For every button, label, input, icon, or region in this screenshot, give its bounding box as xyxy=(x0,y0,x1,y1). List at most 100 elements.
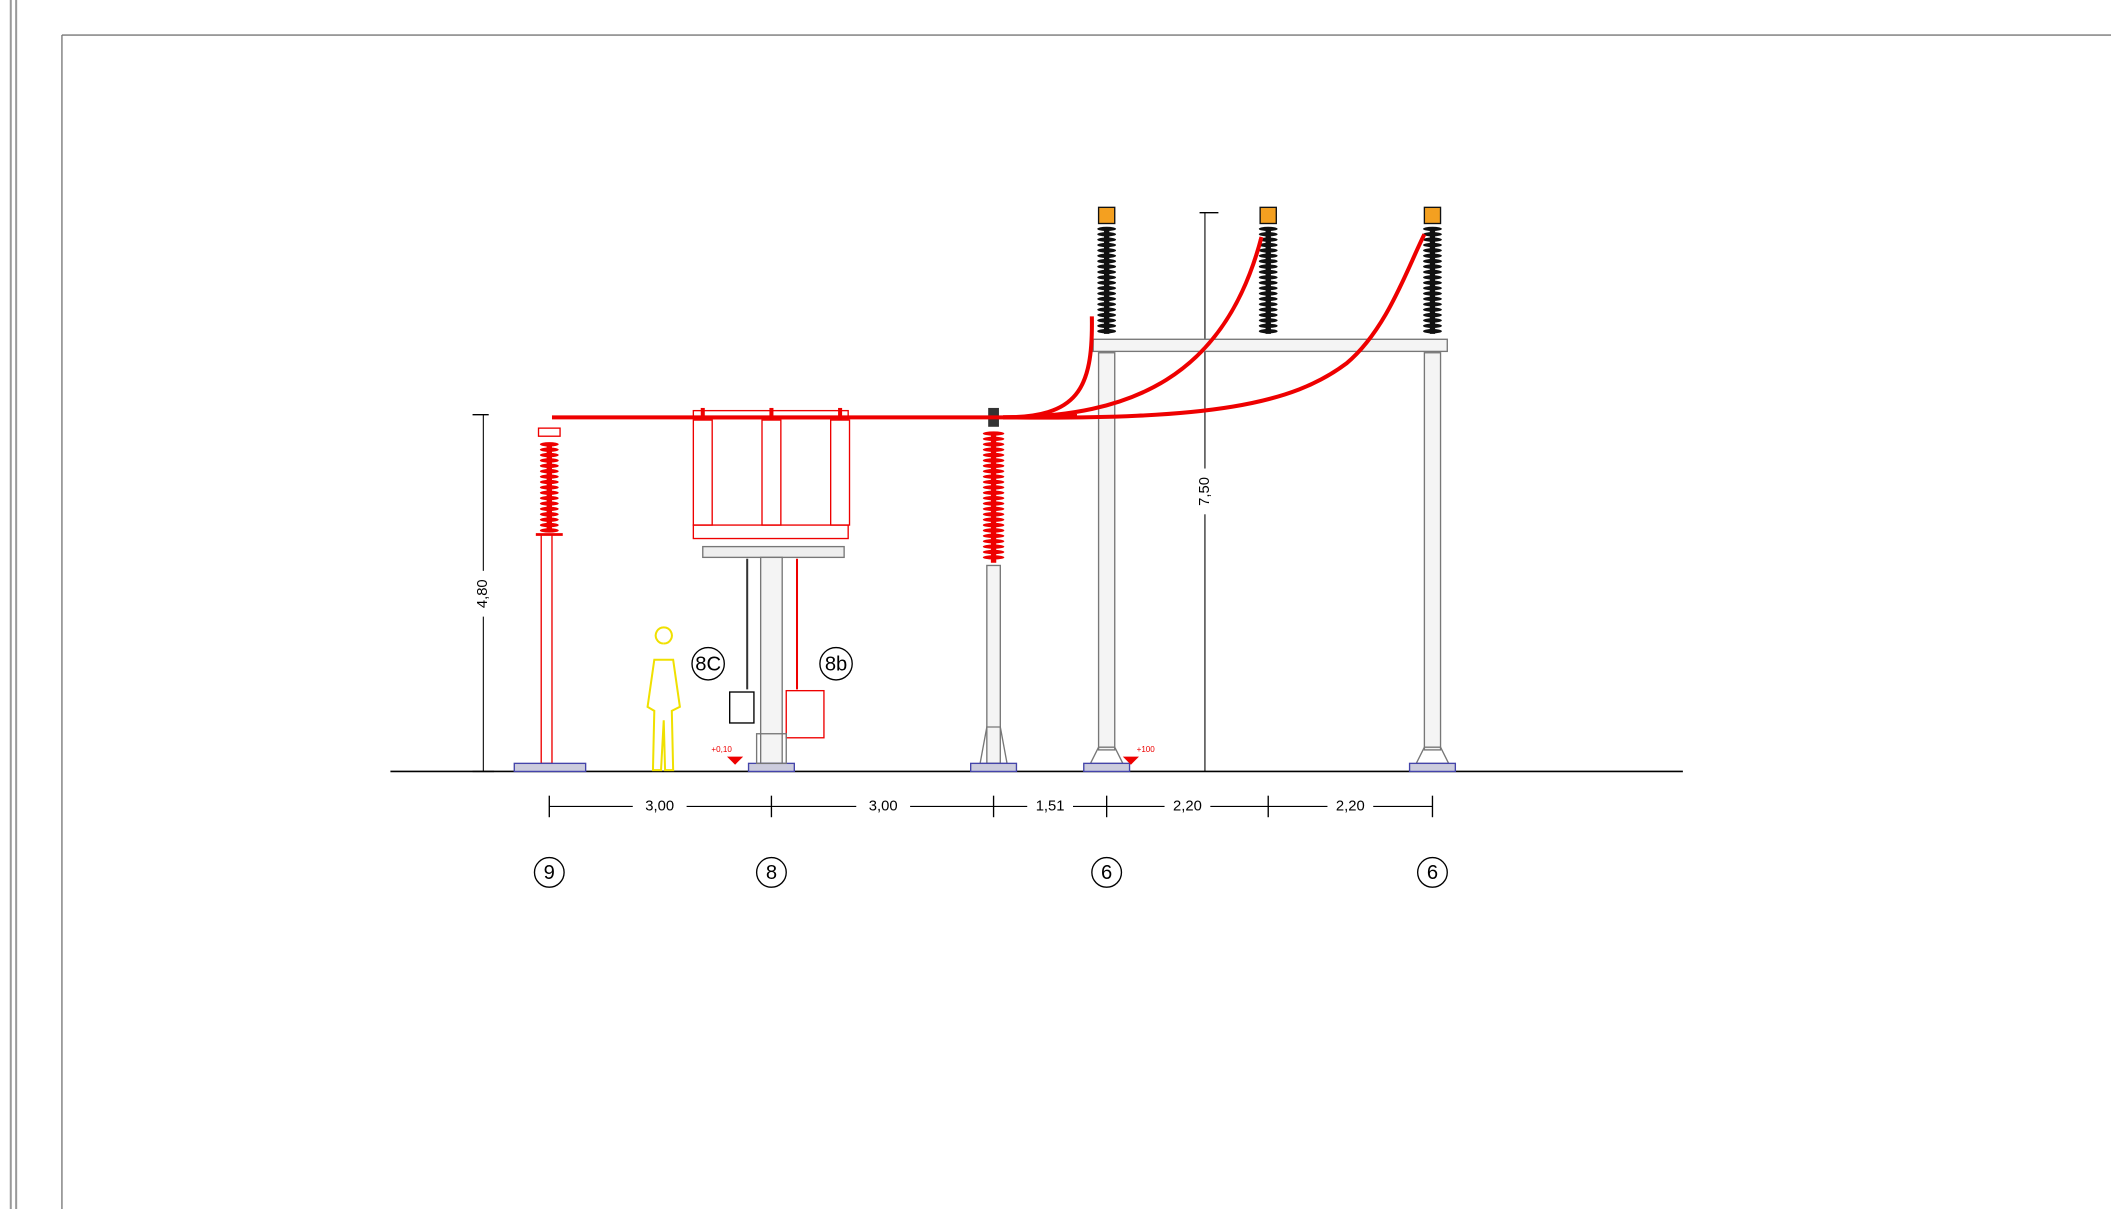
gantry-insulator-shed xyxy=(1258,232,1278,237)
gantry-insulator-shed xyxy=(1097,318,1117,323)
arrester-shed xyxy=(539,474,559,479)
callout-circle xyxy=(533,856,565,888)
disconnector-insulator-shed xyxy=(982,549,1005,555)
gantry-insulator-shed xyxy=(1258,291,1278,296)
gantry-insulator-shed xyxy=(1258,259,1278,264)
disconnector-insulator-shed xyxy=(982,544,1005,549)
disconnector-insulator-shed xyxy=(982,458,1005,463)
dimension-label: 2,20 xyxy=(1336,798,1365,814)
disconnector-insulator-shed xyxy=(982,442,1005,447)
support-foot xyxy=(755,733,787,765)
base xyxy=(1083,762,1131,773)
gantry-column xyxy=(1097,352,1116,751)
arrester-shed xyxy=(539,447,559,452)
callout-circle xyxy=(1416,856,1448,888)
person xyxy=(646,626,681,772)
conductor xyxy=(551,413,1078,420)
callouts xyxy=(533,646,1448,888)
gantry-insulator-shed xyxy=(1097,285,1117,291)
equipment-label: 6 xyxy=(1427,862,1438,884)
gantry-insulator-shed xyxy=(1258,242,1278,248)
arrester-shed xyxy=(539,452,559,458)
disconnector-insulator-shed xyxy=(982,474,1005,479)
disconnector-insulator-shed xyxy=(982,490,1005,495)
callout-circle xyxy=(691,646,725,681)
gantry-insulator-shed xyxy=(1097,232,1117,237)
support-pole xyxy=(759,556,783,765)
gantry-insulator-shed xyxy=(1258,307,1278,312)
arrester-shed xyxy=(539,490,559,495)
terminal xyxy=(1097,206,1116,225)
gantry-insulator-shed xyxy=(1423,329,1442,334)
gantry-insulator-shed xyxy=(1258,296,1278,302)
dimension-label: 4,80 xyxy=(475,579,491,608)
arrester-shed xyxy=(539,442,559,447)
gantry-insulator-shed xyxy=(1097,275,1117,280)
disconnector-insulator-shed xyxy=(982,469,1005,474)
gantry-insulator-shed xyxy=(1097,323,1117,328)
disconnector-insulator-shed xyxy=(982,447,1005,452)
disconnector-insulator-shed xyxy=(982,528,1005,533)
gantry-insulator-shed xyxy=(1258,285,1278,291)
gantry-insulator-shed xyxy=(1423,275,1442,280)
gantry-insulator-shed xyxy=(1258,312,1278,318)
label-bg xyxy=(632,797,687,816)
arrester-shed xyxy=(539,528,559,533)
gantry-insulator-shed xyxy=(1258,248,1278,253)
gantry-insulator-shed xyxy=(1097,269,1117,275)
disconnector-insulator-shed xyxy=(982,431,1005,436)
disconnector-insulator-shed xyxy=(982,485,1005,490)
terminal xyxy=(1259,206,1277,225)
gantry-insulator-shed xyxy=(1423,232,1442,237)
gantry-insulator-shed xyxy=(1258,302,1278,307)
gantry-insulator-shed xyxy=(1097,248,1117,253)
label-bg xyxy=(1164,797,1211,816)
elevation-marker xyxy=(1122,756,1139,765)
gantry-insulator-shed xyxy=(1258,237,1278,242)
gantry-insulator-shed xyxy=(1097,242,1117,248)
arrester-shed xyxy=(539,517,559,522)
gantry-insulator-shed xyxy=(1097,259,1117,264)
disconnector-insulator-shed xyxy=(982,506,1005,512)
elevation-marker xyxy=(727,756,744,765)
arrester-shed xyxy=(539,469,559,474)
gantry-insulator-shed xyxy=(1097,307,1117,312)
gantry-insulator-shed xyxy=(1423,264,1442,269)
gantry-insulator-shed xyxy=(1097,237,1117,242)
gantry-insulator-shed xyxy=(1423,307,1442,312)
gantry-insulator-shed xyxy=(1097,280,1117,285)
label-bg xyxy=(1327,797,1374,816)
equipment-label: 6 xyxy=(1101,862,1112,884)
detail-label: 8C xyxy=(695,653,721,675)
gantry-insulator-shed xyxy=(1258,323,1278,328)
disconnector-insulator-shed xyxy=(982,533,1005,538)
gantry-insulator-shed xyxy=(1097,296,1117,302)
gantry-insulator-shed xyxy=(1097,253,1117,258)
gantry-insulator-shed xyxy=(1258,264,1278,269)
mechanism xyxy=(692,524,849,540)
gantry-insulator-shed xyxy=(1423,312,1442,318)
frame xyxy=(702,545,845,559)
disconnector-insulator-shed xyxy=(982,522,1005,528)
support-post xyxy=(986,564,1001,765)
gantry-insulator-shed xyxy=(1423,296,1442,302)
gantry-insulator-shed xyxy=(1258,269,1278,275)
dimension-label: 1,51 xyxy=(1036,798,1065,814)
label-bg xyxy=(1195,468,1215,515)
disconnector-insulator-shed xyxy=(982,512,1005,517)
disconnector-insulator-shed xyxy=(982,501,1005,506)
label-bg xyxy=(856,797,911,816)
elevation-label: +100 xyxy=(1137,745,1156,754)
base xyxy=(1408,762,1457,773)
label-bg xyxy=(1027,797,1074,816)
dimension-texts: 3,00 3,00 1,51 2,20 2,20 4,80 7,50 xyxy=(473,468,1374,816)
label-bg xyxy=(473,570,493,617)
gantry-insulator-shed xyxy=(1258,318,1278,323)
gantry-insulator-shed xyxy=(1097,329,1117,334)
disconnector-insulator-shed xyxy=(982,539,1005,544)
box-8c xyxy=(729,691,755,724)
arrester-shed xyxy=(539,501,559,506)
base xyxy=(513,762,587,773)
